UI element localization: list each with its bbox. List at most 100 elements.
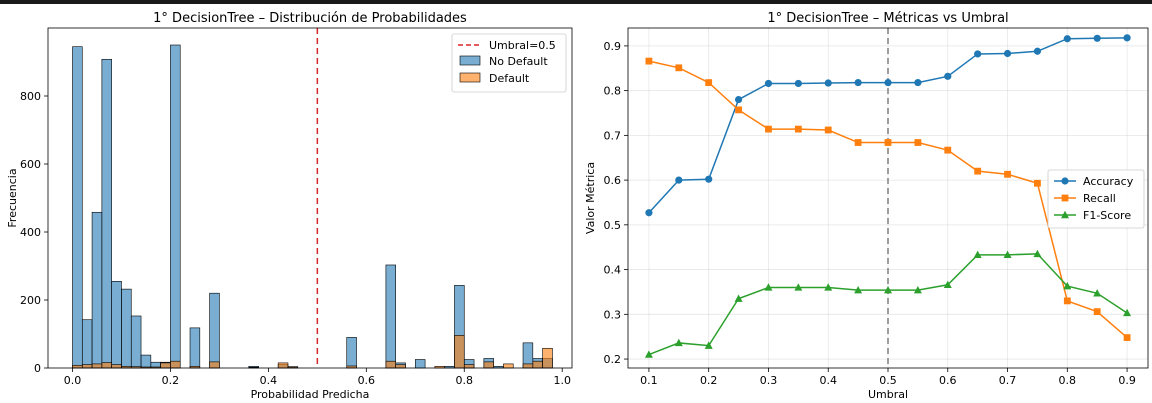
histogram-bar-no-default [170,44,181,369]
data-point-recall [824,126,832,134]
histogram-bar-no-default [209,292,220,369]
y-axis-label: Frecuencia [6,168,19,227]
x-tick-label: 0.9 [1118,374,1136,387]
data-point-recall [1004,170,1011,178]
data-point-f1-score [973,250,982,259]
data-point-accuracy [944,72,952,80]
histogram-bar-default [72,364,83,369]
data-point-f1-score [913,285,922,294]
y-tick-label: 0.8 [604,85,622,98]
histogram-bar-default [532,360,543,369]
data-point-accuracy [974,50,982,58]
data-point-f1-score [884,285,892,294]
histogram-bar-no-default [385,264,397,369]
data-point-accuracy [1123,34,1131,42]
legend-box [1047,169,1145,229]
data-point-f1-score [644,350,653,358]
data-point-recall [705,79,713,86]
y-tick-label: 0.6 [604,174,622,187]
legend-marker-accuracy [1061,177,1069,185]
data-point-accuracy [824,79,832,87]
histogram-bar-default [503,363,514,369]
data-point-recall [1123,334,1131,341]
data-point-f1-score [1033,249,1042,258]
histogram-bar-no-default [101,58,112,369]
histogram-bar-default [170,360,181,369]
data-point-f1-score [1063,281,1072,290]
data-point-accuracy [1063,35,1071,43]
data-point-accuracy [854,78,862,87]
data-point-accuracy [914,78,922,87]
y-tick-label: 0.5 [604,219,622,232]
data-point-recall [1063,297,1071,305]
x-tick-label: 0.4 [819,374,837,387]
data-point-accuracy [794,79,802,88]
data-point-f1-score [824,283,833,291]
data-point-f1-score [1123,308,1132,317]
y-tick-label: 0.7 [604,129,622,142]
plot-frame [47,27,573,369]
histogram-bar-no-default [189,327,201,369]
legend-label-recall: Recall [1083,192,1116,205]
x-tick-label: 0.2 [162,374,180,387]
legend-box [451,33,567,93]
data-point-accuracy [734,95,743,104]
x-tick-label: 0.3 [760,374,778,387]
histogram-bar-no-default [414,359,426,369]
data-point-accuracy [1003,49,1012,58]
y-tick-label: 0.2 [604,353,622,366]
histogram-bar-no-default [91,211,103,369]
histogram-bar-default [463,364,475,369]
histogram-bar-default [395,364,406,369]
data-point-accuracy [645,209,653,217]
data-point-recall [645,57,653,65]
data-point-recall [884,139,892,146]
legend-label-default: Default [489,72,530,85]
y-tick-label: 0.4 [604,264,622,277]
data-point-recall [675,64,683,72]
data-point-f1-score [704,341,713,349]
x-axis-label: Umbral [868,388,908,401]
histogram-bar-default [160,362,171,369]
data-point-f1-score [1093,289,1102,297]
data-point-f1-score [734,294,743,302]
histogram-bar-default [522,363,534,369]
chart-title: 1° DecisionTree – Distribución de Probab… [153,11,467,26]
data-point-accuracy [705,175,713,183]
data-point-recall [854,139,862,146]
y-tick-label: 0.9 [604,40,622,53]
data-point-recall [735,106,742,114]
data-point-f1-score [854,285,863,294]
y-axis-label: Valor Métrica [584,162,597,234]
x-tick-label: 0.2 [700,374,718,387]
x-tick-label: 0.0 [64,374,82,387]
legend-marker-recall [1061,194,1069,202]
x-tick-label: 0.6 [939,374,957,387]
data-point-recall [1093,308,1101,316]
histogram-bar-default [483,361,494,369]
histogram-bar-no-default [130,315,142,369]
data-point-f1-score [674,338,683,347]
x-axis-label: Probabilidad Predicha [251,388,370,401]
histogram-bar-default [91,363,103,369]
data-point-f1-score [1003,250,1012,259]
histogram-bar-default [81,364,93,369]
legend-marker-f1-score [1061,210,1069,219]
histogram-bar-no-default [140,354,152,369]
data-point-f1-score [943,280,952,288]
data-point-accuracy [1033,47,1042,55]
data-point-accuracy [764,79,773,88]
legend-label-threshold: Umbral=0.5 [489,39,556,52]
legend-swatch-no-default [459,55,481,66]
data-point-accuracy [884,78,892,87]
histogram-bar-no-default [72,46,83,369]
data-point-accuracy [1093,34,1101,42]
data-point-accuracy [675,176,683,184]
x-tick-label: 1.0 [553,374,571,387]
histogram-bar-no-default [81,319,93,369]
histogram-bar-default [111,364,122,369]
top-border-bar [0,0,1152,4]
x-tick-label: 0.6 [358,374,376,387]
histogram-bar-default [454,335,465,369]
x-tick-label: 0.7 [999,374,1017,387]
